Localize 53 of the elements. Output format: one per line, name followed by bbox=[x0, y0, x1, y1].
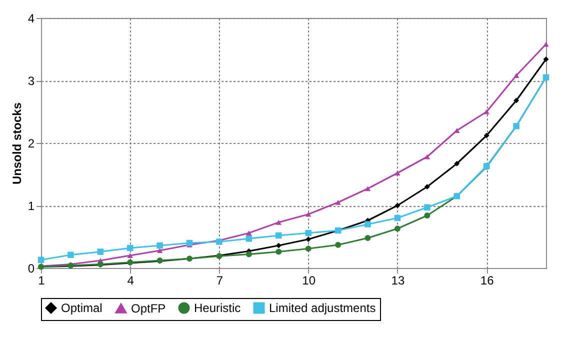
point bbox=[156, 242, 163, 249]
point bbox=[394, 202, 400, 208]
point bbox=[126, 244, 134, 252]
point bbox=[97, 248, 104, 255]
point bbox=[424, 212, 430, 218]
point bbox=[454, 160, 460, 166]
point bbox=[543, 42, 549, 47]
point bbox=[276, 220, 282, 225]
point bbox=[364, 221, 371, 228]
point bbox=[335, 200, 341, 205]
point bbox=[394, 170, 400, 176]
point bbox=[306, 236, 312, 242]
point bbox=[364, 186, 371, 192]
x-tick-label: 1 bbox=[38, 274, 46, 288]
point bbox=[335, 242, 342, 248]
legend-label: Limited adjustments bbox=[269, 301, 376, 315]
point bbox=[246, 236, 252, 242]
point bbox=[38, 256, 44, 263]
x-tick-label: 16 bbox=[480, 274, 494, 288]
point bbox=[246, 251, 252, 258]
point bbox=[454, 128, 460, 133]
point bbox=[246, 230, 252, 236]
y-tick-label: 4 bbox=[28, 12, 35, 26]
y-tick-label: 2 bbox=[28, 136, 35, 150]
point bbox=[394, 214, 401, 222]
point bbox=[424, 154, 430, 160]
point bbox=[276, 242, 282, 248]
point bbox=[156, 248, 163, 253]
y-tick-label: 1 bbox=[28, 199, 35, 213]
point bbox=[513, 73, 520, 78]
legend-label: OptFP bbox=[131, 301, 166, 316]
y-axis-title: Unsold stocks bbox=[10, 102, 24, 185]
x-tick-label: 4 bbox=[127, 274, 134, 288]
point bbox=[68, 252, 74, 258]
point bbox=[394, 226, 400, 232]
point bbox=[305, 246, 312, 252]
x-tick-label: 7 bbox=[216, 274, 224, 288]
point bbox=[514, 98, 520, 104]
point bbox=[276, 232, 282, 239]
point bbox=[424, 204, 430, 210]
x-tick-label: 10 bbox=[302, 274, 316, 288]
y-tick-label: 3 bbox=[28, 74, 35, 88]
y-tick-label: 0 bbox=[28, 262, 35, 276]
point bbox=[484, 132, 490, 138]
point bbox=[127, 253, 133, 258]
legend-label: Heuristic bbox=[194, 301, 241, 315]
x-tick-label: 13 bbox=[391, 274, 405, 288]
point bbox=[305, 230, 312, 236]
legend-label: Optimal bbox=[61, 301, 102, 315]
point bbox=[276, 248, 282, 255]
point bbox=[364, 235, 371, 241]
point bbox=[186, 240, 193, 246]
point bbox=[424, 184, 430, 190]
